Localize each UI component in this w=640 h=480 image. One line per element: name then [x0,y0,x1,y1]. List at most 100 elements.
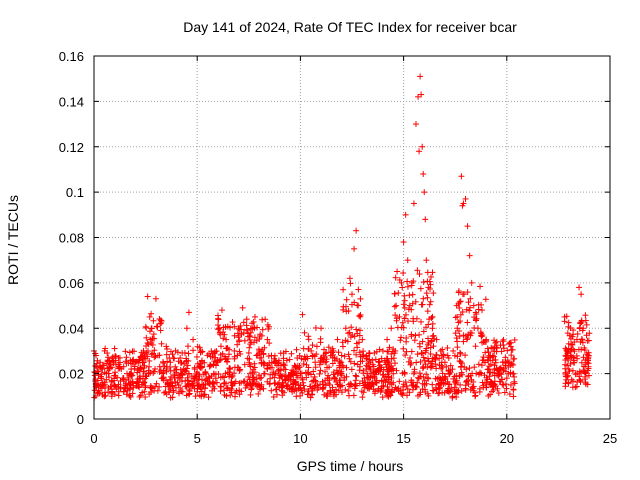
data-point [421,357,428,364]
data-point [145,341,152,348]
data-point [222,323,229,330]
data-point [251,334,258,341]
data-point [371,390,378,397]
data-point [268,387,275,394]
data-point [391,386,398,393]
data-point [579,339,586,346]
data-point [465,331,472,338]
data-point [353,351,360,358]
data-point [352,377,359,384]
data-point [335,349,342,356]
data-point [422,216,429,223]
data-point [217,329,224,336]
data-point [234,341,241,348]
data-point [408,279,415,286]
data-point [392,274,399,281]
data-point [490,353,497,360]
data-point [454,325,461,332]
tick-labels: 0 5 10 15 20 25 0 0.02 0.04 0.06 0.08 0.1 0.12 0.14 0.… [59,49,618,446]
data-point [105,354,112,361]
data-point [194,360,201,367]
data-point [297,381,304,388]
data-point [464,377,471,384]
data-point [500,336,507,343]
data-point [347,334,354,341]
data-point [111,345,118,352]
data-point [456,304,463,311]
data-point [218,343,225,350]
data-point [408,360,415,367]
data-point [377,364,384,371]
data-point [404,278,411,285]
data-point [225,351,232,358]
y-tick-label: 0.08 [59,231,84,246]
data-point [499,359,506,366]
data-point [116,354,123,361]
data-point [432,355,439,362]
data-point [137,354,144,361]
y-tick-label: 0.16 [59,49,84,64]
data-point [121,385,128,392]
data-point [280,350,287,357]
data-point [266,360,273,367]
data-point [185,370,192,377]
data-point [238,379,245,386]
data-point [157,320,164,327]
data-point [97,382,104,389]
data-point [439,370,446,377]
data-point [490,387,497,394]
data-point [167,394,174,401]
data-point [471,314,478,321]
data-point [418,350,425,357]
data-point [98,371,105,378]
data-point [429,333,436,340]
data-point [379,347,386,354]
data-point [163,363,170,370]
data-point [506,339,513,346]
data-point [346,329,353,336]
data-point [495,390,502,397]
data-point [153,323,160,330]
data-point [586,330,593,337]
data-point [452,379,459,386]
data-point [236,348,243,355]
data-point [442,373,449,380]
data-point [134,379,141,386]
data-point [418,91,425,98]
data-point [347,280,354,287]
data-point [258,354,265,361]
data-point [282,373,289,380]
data-point [343,296,350,303]
data-point [401,297,408,304]
data-point [329,384,336,391]
data-point [433,352,440,359]
data-point [146,357,153,364]
data-point [99,366,106,373]
data-point [356,363,363,370]
data-point [569,367,576,374]
data-point [429,363,436,370]
data-point [425,335,432,342]
data-point [240,319,247,326]
data-point [125,360,132,367]
data-point [484,376,491,383]
data-point [233,387,240,394]
data-point [215,326,222,333]
data-point [578,359,585,366]
data-point [172,378,179,385]
data-point [427,350,434,357]
data-point [221,379,228,386]
data-point [101,347,108,354]
data-point [462,382,469,389]
data-point [243,326,250,333]
data-point [456,373,463,380]
data-point [500,365,507,372]
data-point [395,289,402,296]
data-point [181,367,188,374]
data-point [143,334,150,341]
data-point [174,349,181,356]
data-point [290,380,297,387]
data-point [218,383,225,390]
data-point [459,308,466,315]
data-point [390,370,397,377]
